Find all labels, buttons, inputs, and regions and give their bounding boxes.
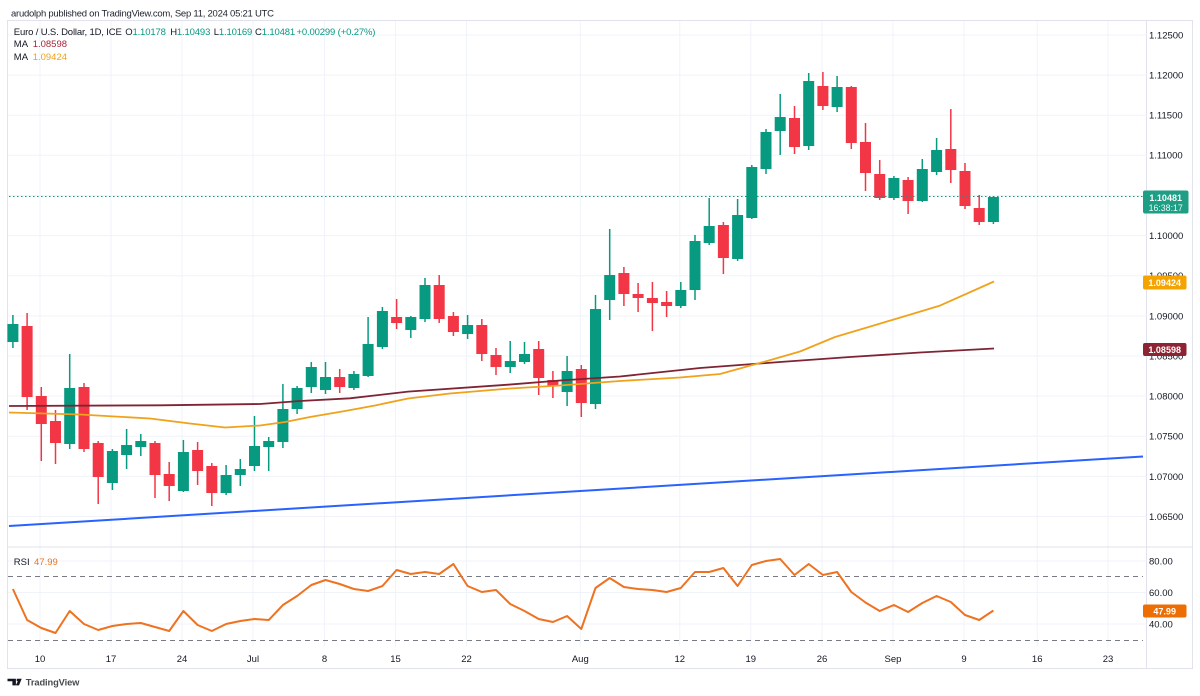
- svg-text:1.06500: 1.06500: [1149, 512, 1183, 523]
- svg-text:12: 12: [675, 654, 686, 665]
- svg-text:17: 17: [106, 654, 117, 665]
- svg-text:1.09424: 1.09424: [1148, 278, 1181, 288]
- svg-text:23: 23: [1103, 654, 1114, 665]
- svg-text:+0.00299 (+0.27%): +0.00299 (+0.27%): [297, 27, 376, 38]
- svg-text:1.12500: 1.12500: [1149, 30, 1183, 41]
- svg-text:16:38:17: 16:38:17: [1149, 203, 1183, 213]
- svg-text:1.07000: 1.07000: [1149, 472, 1183, 483]
- svg-text:80.00: 80.00: [1149, 556, 1173, 567]
- svg-text:O1.10178: O1.10178: [125, 27, 166, 38]
- svg-text:10: 10: [35, 654, 46, 665]
- svg-text:1.12000: 1.12000: [1149, 71, 1183, 82]
- svg-text:Sep: Sep: [885, 654, 902, 665]
- svg-text:1.11000: 1.11000: [1149, 151, 1183, 162]
- svg-text:Jul: Jul: [247, 654, 259, 665]
- svg-text:1.10481: 1.10481: [1149, 193, 1182, 203]
- svg-text:22: 22: [461, 654, 472, 665]
- svg-text:TradingView: TradingView: [26, 678, 80, 688]
- svg-text:1.07500: 1.07500: [1149, 432, 1183, 443]
- svg-text:RSI: RSI: [14, 557, 30, 568]
- svg-text:8: 8: [322, 654, 327, 665]
- svg-text:1.09424: 1.09424: [33, 52, 67, 63]
- svg-text:60.00: 60.00: [1149, 588, 1173, 599]
- svg-text:9: 9: [961, 654, 966, 665]
- svg-text:26: 26: [817, 654, 828, 665]
- svg-text:47.99: 47.99: [1153, 607, 1176, 617]
- svg-text:1.08598: 1.08598: [1148, 345, 1181, 355]
- svg-text:1.10000: 1.10000: [1149, 231, 1183, 242]
- svg-text:H1.10493: H1.10493: [170, 27, 210, 38]
- svg-text:47.99: 47.99: [34, 557, 58, 568]
- svg-text:1.11500: 1.11500: [1149, 111, 1183, 122]
- svg-text:C1.10481: C1.10481: [255, 27, 295, 38]
- svg-text:19: 19: [746, 654, 757, 665]
- svg-text:16: 16: [1032, 654, 1043, 665]
- svg-text:1.08598: 1.08598: [33, 39, 67, 50]
- svg-text:1.09000: 1.09000: [1149, 311, 1183, 322]
- svg-text:L1.10169: L1.10169: [214, 27, 252, 38]
- svg-text:24: 24: [177, 654, 188, 665]
- svg-text:1.08500: 1.08500: [1149, 351, 1183, 362]
- svg-text:40.00: 40.00: [1149, 619, 1173, 630]
- svg-text:Aug: Aug: [572, 654, 589, 665]
- svg-text:Euro / U.S. Dollar, 1D, ICE: Euro / U.S. Dollar, 1D, ICE: [14, 27, 122, 38]
- svg-text:1.08000: 1.08000: [1149, 392, 1183, 403]
- svg-text:arudolph published on TradingV: arudolph published on TradingView.com, S…: [11, 8, 274, 19]
- svg-text:MA: MA: [14, 39, 29, 50]
- svg-text:15: 15: [390, 654, 401, 665]
- svg-text:MA: MA: [14, 52, 29, 63]
